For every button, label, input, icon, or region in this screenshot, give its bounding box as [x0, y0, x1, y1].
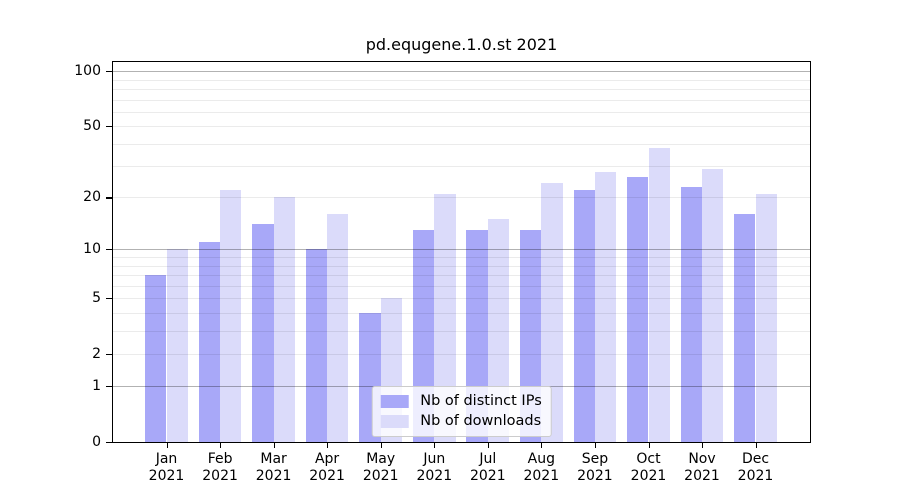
y-tick-label-10: 10	[83, 241, 101, 258]
x-tick-label-may-2021: May 2021	[362, 451, 399, 484]
x-tick-label-jun-2021: Jun 2021	[416, 451, 453, 484]
y-tick-mark-10	[106, 249, 113, 251]
y-tick-label-20: 20	[83, 189, 101, 206]
y-tick-label-50: 50	[83, 118, 101, 135]
y-tick-mark-20	[106, 197, 113, 199]
bar-downloads-aug-2021	[541, 183, 563, 442]
bar-downloads-sep-2021	[594, 171, 617, 442]
bar-downloads-apr-2021	[327, 214, 349, 442]
x-tick-label-jan-2021: Jan 2021	[148, 451, 185, 484]
legend-item-distinct-ips: Nb of distinct IPs	[380, 394, 542, 409]
bar-ips-apr-2021	[305, 249, 328, 442]
x-tick-label-oct-2021: Oct 2021	[630, 451, 667, 484]
bar-downloads-oct-2021	[648, 147, 670, 442]
x-tick-mark-aug-2021	[541, 442, 543, 448]
x-tick-mark-jul-2021	[487, 442, 489, 448]
x-tick-label-dec-2021: Dec 2021	[737, 451, 774, 484]
bar-ips-oct-2021	[627, 177, 649, 442]
chart-title: pd.equgene.1.0.st 2021	[365, 35, 558, 54]
x-tick-label-nov-2021: Nov 2021	[684, 451, 720, 484]
bar-downloads-jun-2021	[434, 193, 456, 442]
x-tick-mark-sep-2021	[594, 442, 597, 448]
x-tick-label-mar-2021: Mar 2021	[255, 451, 292, 484]
x-tick-mark-feb-2021	[220, 442, 222, 448]
bar-ips-feb-2021	[198, 242, 221, 442]
y-tick-mark-1	[106, 386, 113, 388]
x-tick-mark-jun-2021	[434, 442, 436, 448]
x-tick-mark-may-2021	[380, 442, 382, 448]
y-tick-label-1: 1	[92, 378, 101, 395]
x-tick-label-aug-2021: Aug 2021	[523, 451, 560, 484]
x-tick-mark-oct-2021	[648, 442, 650, 448]
x-tick-mark-jan-2021	[166, 442, 168, 448]
bars-layer	[113, 62, 810, 442]
legend: Nb of distinct IPs Nb of downloads	[371, 386, 552, 437]
x-tick-label-sep-2021: Sep 2021	[577, 451, 613, 484]
x-tick-label-apr-2021: Apr 2021	[309, 451, 345, 484]
y-tick-label-100: 100	[74, 63, 101, 80]
bar-ips-dec-2021	[734, 214, 756, 442]
bar-ips-sep-2021	[573, 190, 595, 442]
bar-ips-jan-2021	[145, 274, 167, 442]
x-tick-mark-dec-2021	[755, 442, 757, 448]
y-tick-mark-100	[106, 71, 113, 73]
y-tick-mark-0	[106, 442, 113, 444]
y-tick-mark-50	[106, 126, 113, 128]
y-tick-label-2: 2	[92, 345, 101, 362]
y-tick-mark-2	[106, 353, 113, 355]
bar-downloads-feb-2021	[220, 190, 242, 442]
x-tick-mark-mar-2021	[273, 442, 275, 448]
legend-label-distinct-ips: Nb of distinct IPs	[420, 393, 542, 409]
legend-item-downloads: Nb of downloads	[380, 414, 542, 429]
bar-downloads-dec-2021	[755, 193, 777, 442]
bar-downloads-jan-2021	[166, 249, 188, 442]
bar-downloads-nov-2021	[702, 168, 724, 442]
x-tick-label-jul-2021: Jul 2021	[469, 451, 506, 484]
bar-downloads-mar-2021	[273, 197, 295, 442]
x-tick-mark-nov-2021	[702, 442, 704, 448]
legend-swatch-downloads	[380, 415, 409, 428]
y-tick-label-0: 0	[92, 434, 101, 450]
y-tick-label-5: 5	[92, 290, 101, 306]
legend-label-downloads: Nb of downloads	[420, 413, 542, 429]
x-tick-label-feb-2021: Feb 2021	[202, 451, 238, 484]
bar-ips-mar-2021	[252, 224, 274, 442]
y-tick-mark-5	[106, 298, 113, 300]
bar-ips-nov-2021	[680, 186, 702, 442]
x-tick-mark-apr-2021	[327, 442, 329, 448]
legend-swatch-ips	[380, 395, 409, 408]
plot-area: Nb of distinct IPs Nb of downloads	[112, 61, 811, 443]
